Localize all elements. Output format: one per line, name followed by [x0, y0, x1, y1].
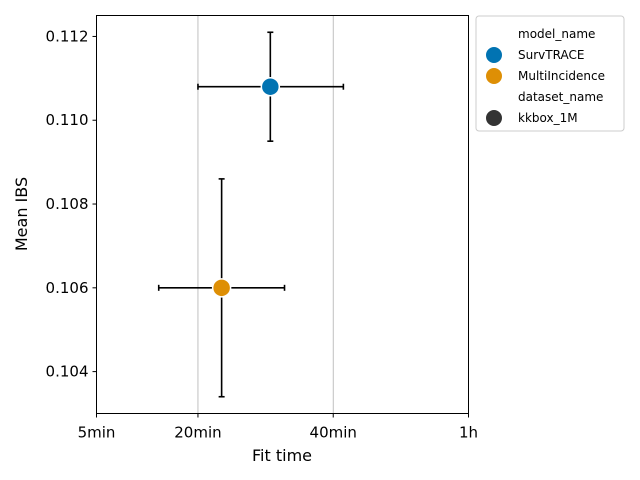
x-tick-label: 5min: [78, 424, 116, 442]
legend-entry: MultiIncidence: [518, 69, 605, 83]
grid-layer: [197, 15, 334, 414]
x-tick-label: 20min: [174, 424, 221, 442]
x-axis-label: Fit time: [252, 446, 312, 465]
axes-layer: 5min 20min 40min 1h 0.104 0.106 0.108 0.110 0.11…: [46, 27, 478, 441]
x-tick-label: 1h: [459, 424, 478, 442]
legend-entry: kkbox_1M: [518, 111, 578, 125]
plot-frame: [96, 15, 469, 414]
legend-entry: SurvTRACE: [518, 48, 584, 62]
y-tick-label: 0.112: [46, 27, 89, 45]
data-point-survtrace: [260, 76, 281, 97]
y-tick-label: 0.104: [46, 363, 89, 381]
legend-header: dataset_name: [518, 90, 603, 104]
y-tick-label: 0.110: [46, 111, 89, 129]
data-layer: [157, 31, 345, 398]
legend-marker: [485, 46, 503, 64]
legend-marker: [485, 67, 503, 85]
legend-header: model_name: [518, 27, 595, 41]
legend-marker: [485, 109, 503, 127]
y-tick-label: 0.106: [46, 279, 89, 297]
y-axis-label: Mean IBS: [12, 177, 31, 251]
legend-box: [475, 15, 625, 132]
y-tick-label: 0.108: [46, 195, 89, 213]
legend: model_name SurvTRACE MultiIncidence dataset…: [475, 15, 625, 132]
x-tick-label: 40min: [310, 424, 357, 442]
data-point-multiincidence: [211, 278, 232, 298]
